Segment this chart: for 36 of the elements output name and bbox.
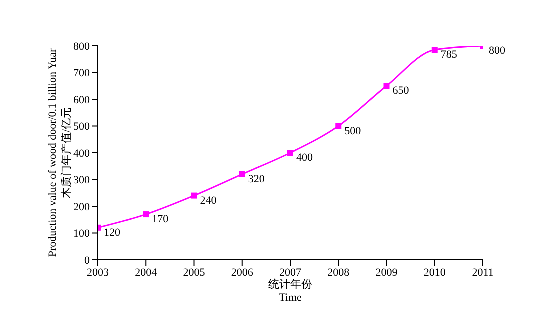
y-tick-label: 400: [74, 148, 90, 160]
x-tick-label: 2007: [280, 266, 302, 279]
x-tick-label: 2005: [183, 266, 206, 279]
data-label: 320: [248, 173, 266, 186]
y-tick-label: 0: [84, 254, 90, 267]
data-label: 785: [440, 49, 458, 62]
y-tick-label: 200: [74, 201, 90, 214]
y-tick-label: 600: [74, 94, 90, 106]
y-tick-label: 500: [74, 121, 90, 134]
y-tick-label: 800: [74, 40, 90, 53]
y-axis-title: Production value of wood door/0.1 billion Yuar 木质门年产值/亿元: [47, 48, 73, 258]
x-axis-title: 统计年份 Time: [268, 278, 312, 304]
data-label: 800: [489, 45, 506, 57]
data-label: 170: [152, 214, 170, 226]
data-label: 240: [200, 194, 218, 207]
point: [432, 47, 438, 54]
x-tick-label: 2010: [424, 266, 446, 279]
point: [336, 123, 342, 130]
data-label: 400: [296, 152, 314, 164]
data-label: 650: [392, 85, 410, 98]
point: [239, 171, 246, 178]
data-label: 120: [104, 226, 121, 239]
x-tick-label: 2009: [376, 266, 398, 279]
point: [288, 150, 294, 156]
x-tick-label: 2004: [135, 266, 158, 279]
x-tick-label: 2006: [231, 266, 254, 279]
data-label: 500: [344, 125, 362, 138]
x-tick-label: 2011: [472, 266, 494, 279]
point: [143, 212, 150, 218]
x-tick-label: 2003: [87, 266, 110, 279]
y-tick-label: 300: [74, 174, 90, 187]
y-tick-label: 100: [74, 228, 90, 240]
point: [384, 83, 390, 90]
y-tick-label: 700: [74, 68, 90, 80]
point: [191, 192, 198, 199]
x-tick-label: 2008: [328, 266, 350, 279]
